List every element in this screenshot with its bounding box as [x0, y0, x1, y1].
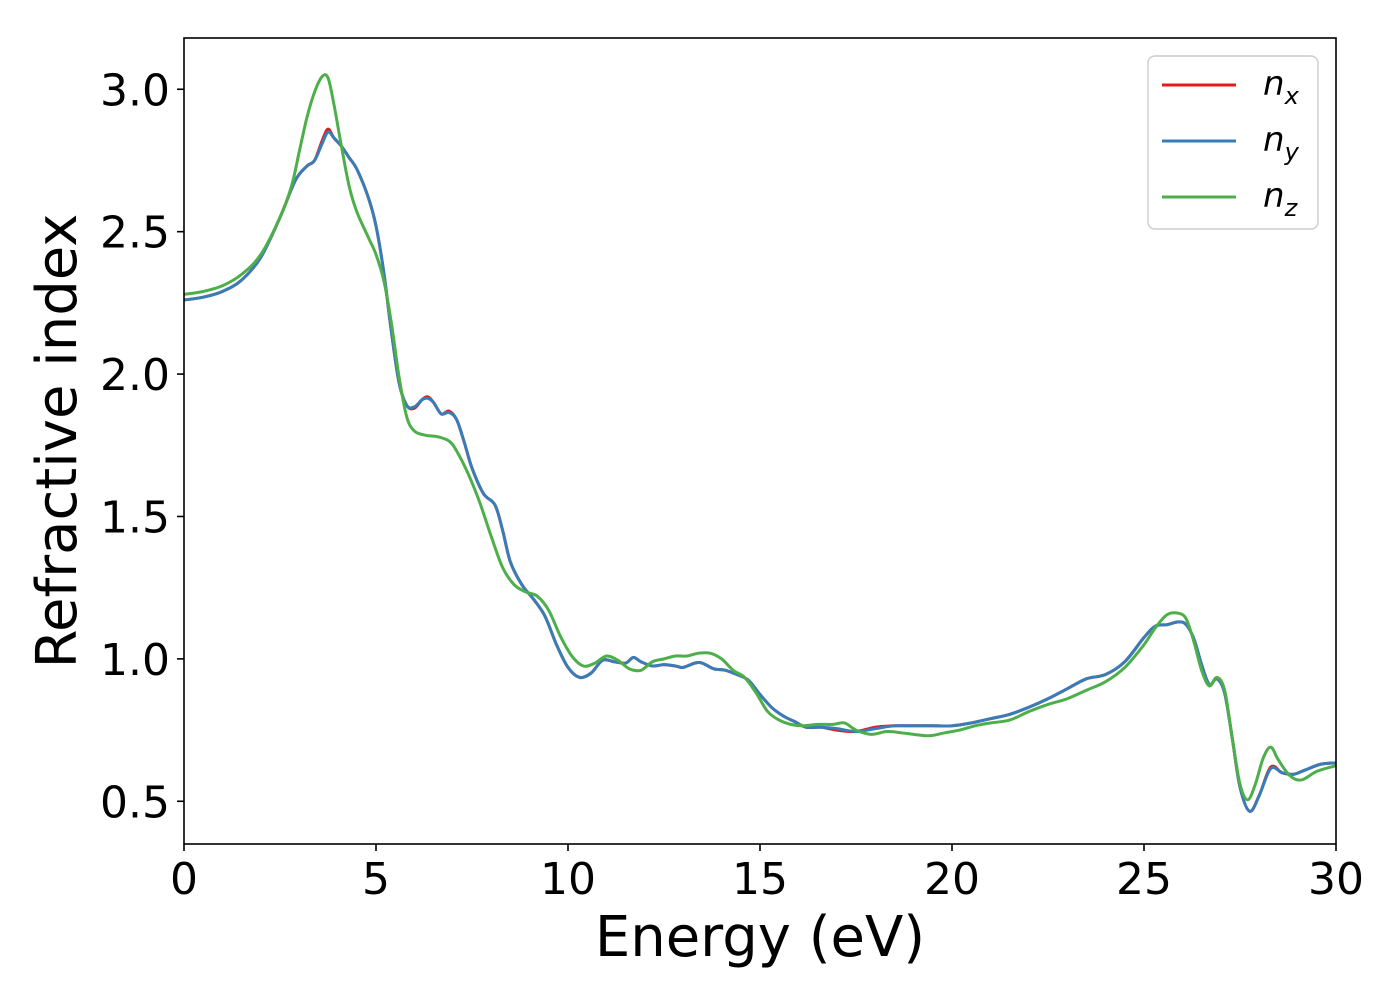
series-line-nz	[184, 73, 1336, 802]
legend-label-nx: nx	[1263, 64, 1300, 110]
x-tick-label: 15	[732, 854, 788, 905]
x-tick-label: 30	[1308, 854, 1364, 905]
x-axis-ticks: 0 5 10 15 20 25 30	[170, 844, 1364, 905]
legend-label-ny: ny	[1263, 120, 1300, 166]
x-tick-label: 0	[170, 854, 198, 905]
x-axis-title: Energy (eV)	[595, 905, 925, 970]
legend-label-base: n	[1263, 176, 1285, 216]
y-tick-label: 0.5	[100, 777, 170, 828]
legend-label-subscript: y	[1284, 138, 1300, 166]
series-line-ny	[184, 130, 1336, 813]
x-tick-label: 5	[362, 854, 390, 905]
x-tick-label: 25	[1116, 854, 1172, 905]
legend-label-nz: nz	[1263, 176, 1299, 222]
legend-label-base: n	[1263, 120, 1285, 160]
legend-label-subscript: z	[1284, 194, 1299, 222]
y-tick-label: 2.5	[100, 208, 170, 259]
legend-label-base: n	[1263, 64, 1285, 104]
y-tick-label: 2.0	[100, 350, 170, 401]
y-axis-ticks: 0.5 1.0 1.5 2.0 2.5 3.0	[100, 65, 184, 828]
legend-label-subscript: x	[1284, 82, 1300, 110]
plot-area	[184, 38, 1336, 844]
y-tick-label: 1.0	[100, 635, 170, 686]
y-axis-title: Refractive index	[25, 214, 90, 669]
y-tick-label: 1.5	[100, 492, 170, 543]
x-tick-label: 20	[924, 854, 980, 905]
plot-background	[184, 38, 1336, 844]
series-layer	[184, 73, 1336, 813]
y-tick-label: 3.0	[100, 65, 170, 116]
x-tick-label: 10	[540, 854, 596, 905]
